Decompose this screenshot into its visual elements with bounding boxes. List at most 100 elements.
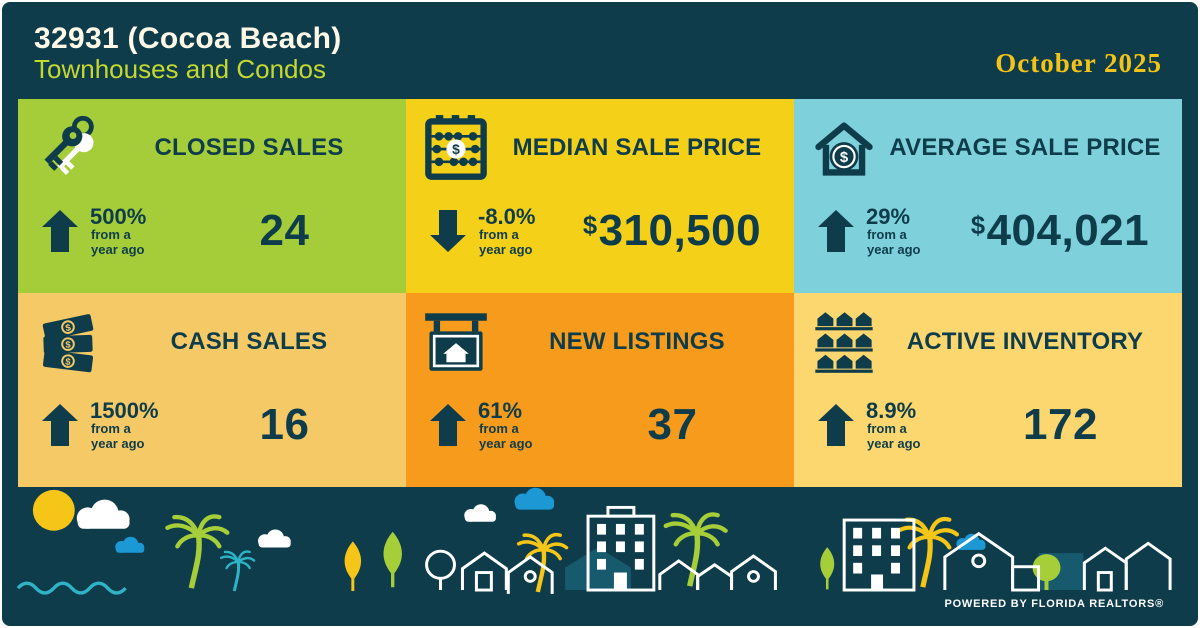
value-number: 310,500	[598, 206, 762, 255]
change-percent: 500%	[90, 203, 147, 229]
value-prefix: $	[582, 211, 598, 240]
stat-value: 24	[178, 206, 390, 256]
card-top: $ AVERAGE SALE PRICE	[810, 114, 1166, 182]
tree-icon	[425, 549, 456, 591]
tree-icon	[383, 531, 402, 588]
value-number: 16	[259, 400, 310, 449]
house-outline-icon	[460, 551, 554, 596]
footer: POWERED BY FLORIDA REALTORS®	[2, 487, 1198, 626]
arrow-up-icon	[42, 404, 78, 446]
card-bottom: 500% from a year ago 24	[34, 182, 390, 280]
value-number: 404,021	[986, 206, 1150, 255]
tree-icon	[344, 541, 362, 592]
card-bottom: 29% from a year ago $404,021	[810, 182, 1166, 280]
change-note: year ago	[479, 241, 533, 257]
value-number: 172	[1023, 400, 1098, 449]
building-icon	[586, 505, 656, 592]
stat-value: 172	[954, 400, 1166, 450]
change-note: year ago	[91, 435, 145, 451]
report-date: October 2025	[995, 48, 1162, 78]
card-bottom: -8.0% from a year ago $310,500	[422, 182, 778, 280]
svg-text:$: $	[840, 150, 849, 166]
stat-label: CASH SALES	[170, 328, 328, 355]
stat-value: $404,021	[954, 206, 1166, 256]
abacus-icon: $	[422, 114, 490, 182]
page-title: 32931 (Cocoa Beach)	[34, 21, 342, 55]
listing-sign-icon	[422, 308, 490, 376]
tree-icon	[820, 547, 835, 590]
housing-rows-icon	[810, 308, 878, 376]
palm-tree-icon	[666, 514, 726, 586]
arrow-up-icon	[818, 210, 854, 252]
cloud-icon	[115, 536, 145, 553]
keys-icon	[34, 114, 102, 182]
wave-icon	[16, 581, 127, 595]
building-windows	[853, 527, 900, 591]
change-block: 500% from a year ago	[90, 205, 178, 257]
arrow-up-icon	[430, 404, 466, 446]
palm-tree-icon	[519, 535, 567, 592]
stat-label: NEW LISTINGS	[549, 328, 725, 355]
stats-grid: CLOSED SALES 500% from a year ago 24	[18, 99, 1182, 487]
stat-card-active-inventory: ACTIVE INVENTORY 8.9% from a year ago 17…	[794, 293, 1182, 487]
stat-label: ACTIVE INVENTORY	[906, 328, 1144, 355]
card-bottom: 61% from a year ago 37	[422, 376, 778, 474]
stat-card-median-sale-price: $ MEDIAN SALE PRICE -8.0% from a year ag…	[406, 99, 794, 293]
stat-card-average-sale-price: $ AVERAGE SALE PRICE 29% from a year ago…	[794, 99, 1182, 293]
value-prefix: $	[970, 211, 986, 240]
building-windows	[597, 523, 644, 591]
page-subtitle: Townhouses and Condos	[34, 54, 326, 85]
house-outline-icon	[943, 531, 1041, 592]
cash-icon: $ $ $	[34, 308, 102, 376]
value-number: 37	[647, 400, 698, 449]
card-bottom: 1500% from a year ago 16	[34, 376, 390, 474]
skyline-illustration	[16, 487, 1172, 596]
change-block: 61% from a year ago	[478, 399, 566, 451]
house-dollar-icon: $	[810, 114, 878, 182]
change-note: year ago	[91, 241, 145, 257]
change-note: from a	[91, 227, 131, 242]
change-note: year ago	[479, 435, 533, 451]
building-icon	[842, 518, 916, 592]
card-top: CLOSED SALES	[34, 114, 390, 182]
card-top: $ $ $ CASH SALES	[34, 308, 390, 376]
cloud-icon	[514, 487, 555, 510]
stat-value: $310,500	[566, 206, 778, 256]
change-note: from a	[867, 227, 907, 242]
powered-by: POWERED BY FLORIDA REALTORS®	[944, 598, 1164, 610]
stat-label: CLOSED SALES	[154, 134, 344, 161]
change-percent: 61%	[478, 397, 523, 423]
change-note: from a	[479, 227, 519, 242]
change-note: from a	[91, 421, 131, 436]
stat-value: 37	[566, 400, 778, 450]
card-top: NEW LISTINGS	[422, 308, 778, 376]
card-top: $ MEDIAN SALE PRICE	[422, 114, 778, 182]
house-outline-icon	[658, 554, 777, 591]
stat-card-new-listings: NEW LISTINGS 61% from a year ago 37	[406, 293, 794, 487]
svg-text:$: $	[65, 357, 72, 369]
change-block: 29% from a year ago	[866, 205, 954, 257]
svg-text:$: $	[65, 340, 71, 351]
stat-card-closed-sales: CLOSED SALES 500% from a year ago 24	[18, 99, 406, 293]
arrow-down-icon	[430, 210, 466, 252]
stat-card-cash-sales: $ $ $ CASH SALES	[18, 293, 406, 487]
card-bottom: 8.9% from a year ago 172	[810, 376, 1166, 474]
cloud-icon	[464, 504, 496, 522]
svg-text:$: $	[452, 141, 460, 157]
cloud-icon	[258, 529, 291, 548]
change-percent: 8.9%	[866, 397, 917, 423]
change-percent: 29%	[866, 203, 911, 229]
change-note: year ago	[867, 435, 921, 451]
change-block: 1500% from a year ago	[90, 399, 178, 451]
arrow-up-icon	[42, 210, 78, 252]
palm-tree-icon	[219, 550, 256, 593]
change-block: 8.9% from a year ago	[866, 399, 954, 451]
arrow-up-icon	[818, 404, 854, 446]
sun-icon	[32, 489, 75, 531]
house-outline-icon	[1082, 541, 1172, 592]
stat-label: AVERAGE SALE PRICE	[889, 134, 1161, 161]
change-percent: 1500%	[90, 397, 159, 423]
change-block: -8.0% from a year ago	[478, 205, 566, 257]
cloud-icon	[76, 499, 130, 529]
